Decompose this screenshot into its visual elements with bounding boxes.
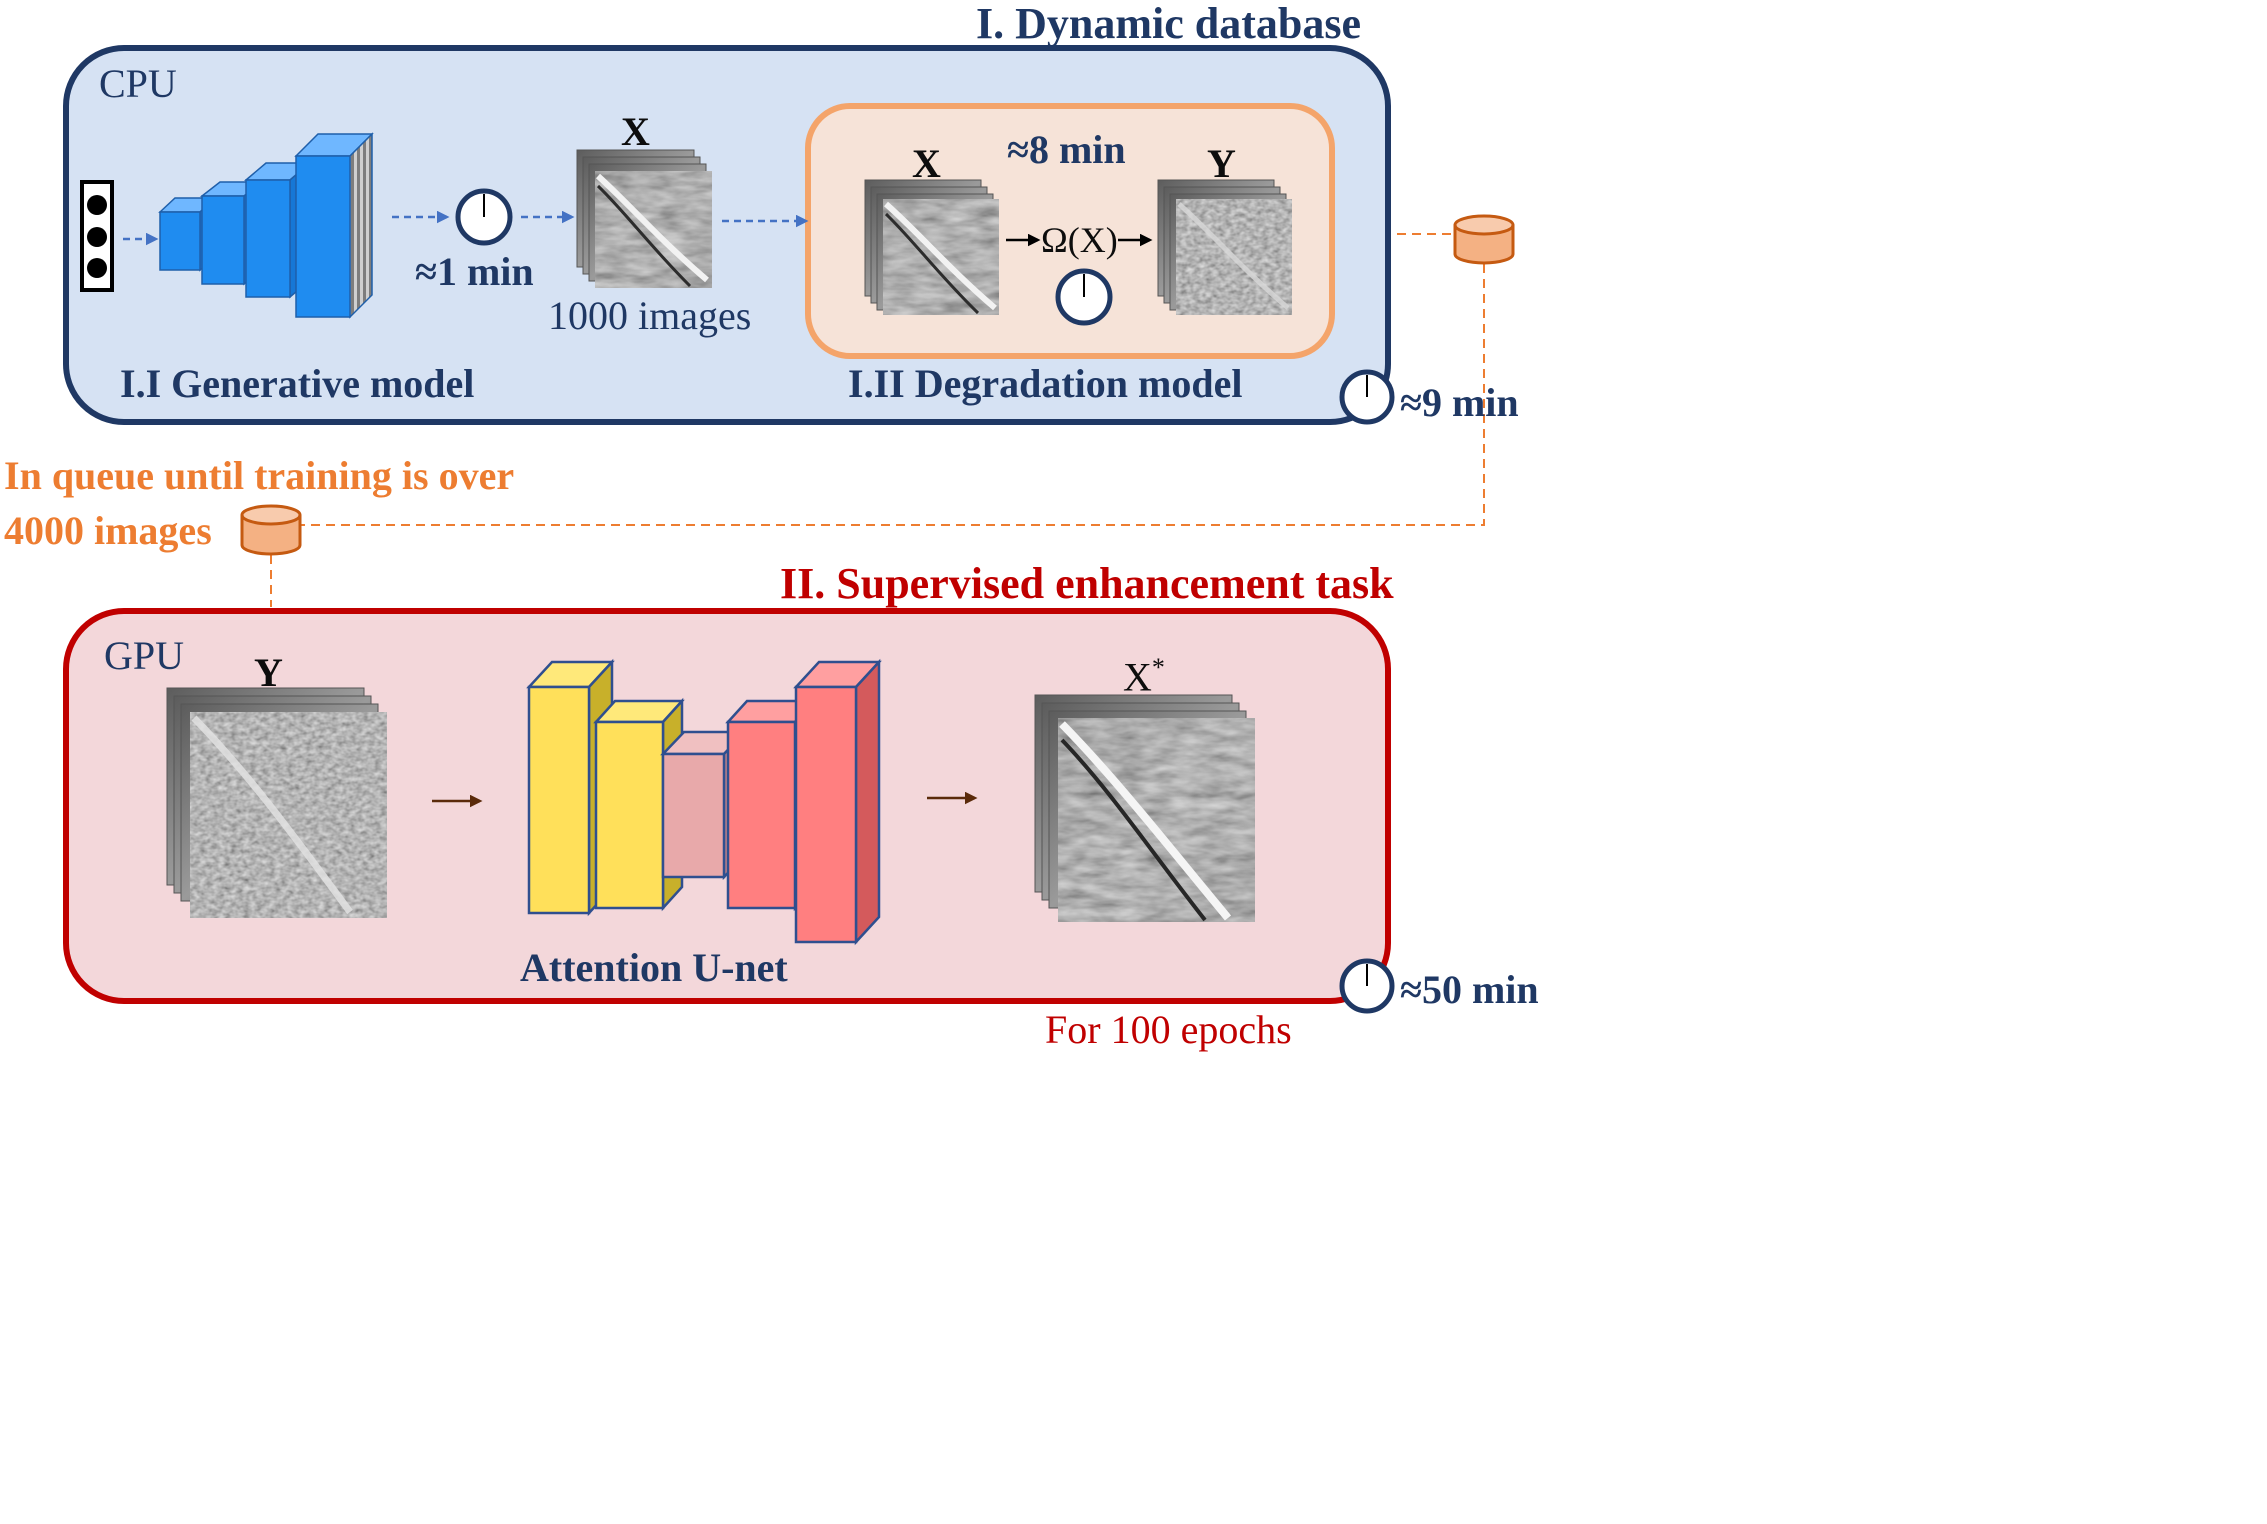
clock-icon: [1339, 369, 1395, 425]
degradation-operator: Ω(X): [1041, 220, 1118, 260]
gen-output-symbol: X: [621, 109, 650, 154]
generative-model-label: I.I Generative model: [120, 361, 475, 406]
unet-icon: [526, 658, 882, 946]
database-icon: [240, 504, 302, 556]
section2-title: II. Supervised enhancement task: [780, 559, 1394, 608]
deg-time: ≈8 min: [1007, 127, 1126, 172]
clock-icon: [455, 188, 513, 246]
section1-title: I. Dynamic database: [976, 0, 1362, 48]
image-stack-icon: [576, 149, 712, 288]
clock-icon: [1339, 958, 1395, 1014]
clock-icon: [1055, 268, 1113, 326]
gpu-input-symbol: Y: [254, 650, 283, 695]
latent-vector-icon: [80, 180, 114, 292]
queue-connector: [270, 233, 1485, 607]
generator-network-icon: [158, 132, 374, 319]
cpu-total-time: ≈9 min: [1400, 380, 1519, 425]
gpu-label: GPU: [104, 633, 185, 678]
output-symbol-sup: *: [1151, 653, 1165, 682]
image-stack-icon: [1034, 694, 1255, 922]
gen-output-count: 1000 images: [548, 293, 752, 338]
gpu-total-time: ≈50 min: [1400, 967, 1539, 1012]
deg-output-symbol: Y: [1207, 141, 1236, 186]
gen-time: ≈1 min: [415, 249, 534, 294]
database-icon: [1453, 214, 1515, 265]
degradation-model-label: I.II Degradation model: [848, 361, 1243, 406]
output-symbol-base: X: [1123, 654, 1152, 700]
image-stack-icon: [1157, 179, 1292, 315]
image-stack-icon: [166, 687, 387, 918]
epochs-label: For 100 epochs: [1045, 1007, 1292, 1052]
image-stack-icon: [864, 179, 999, 315]
network-label: Attention U-net: [520, 945, 788, 990]
deg-input-symbol: X: [912, 141, 941, 186]
gpu-output-symbol: X*: [1123, 655, 1165, 697]
queue-note: In queue until training is over: [4, 453, 515, 498]
cpu-label: CPU: [99, 61, 177, 106]
queue-count: 4000 images: [4, 508, 212, 553]
